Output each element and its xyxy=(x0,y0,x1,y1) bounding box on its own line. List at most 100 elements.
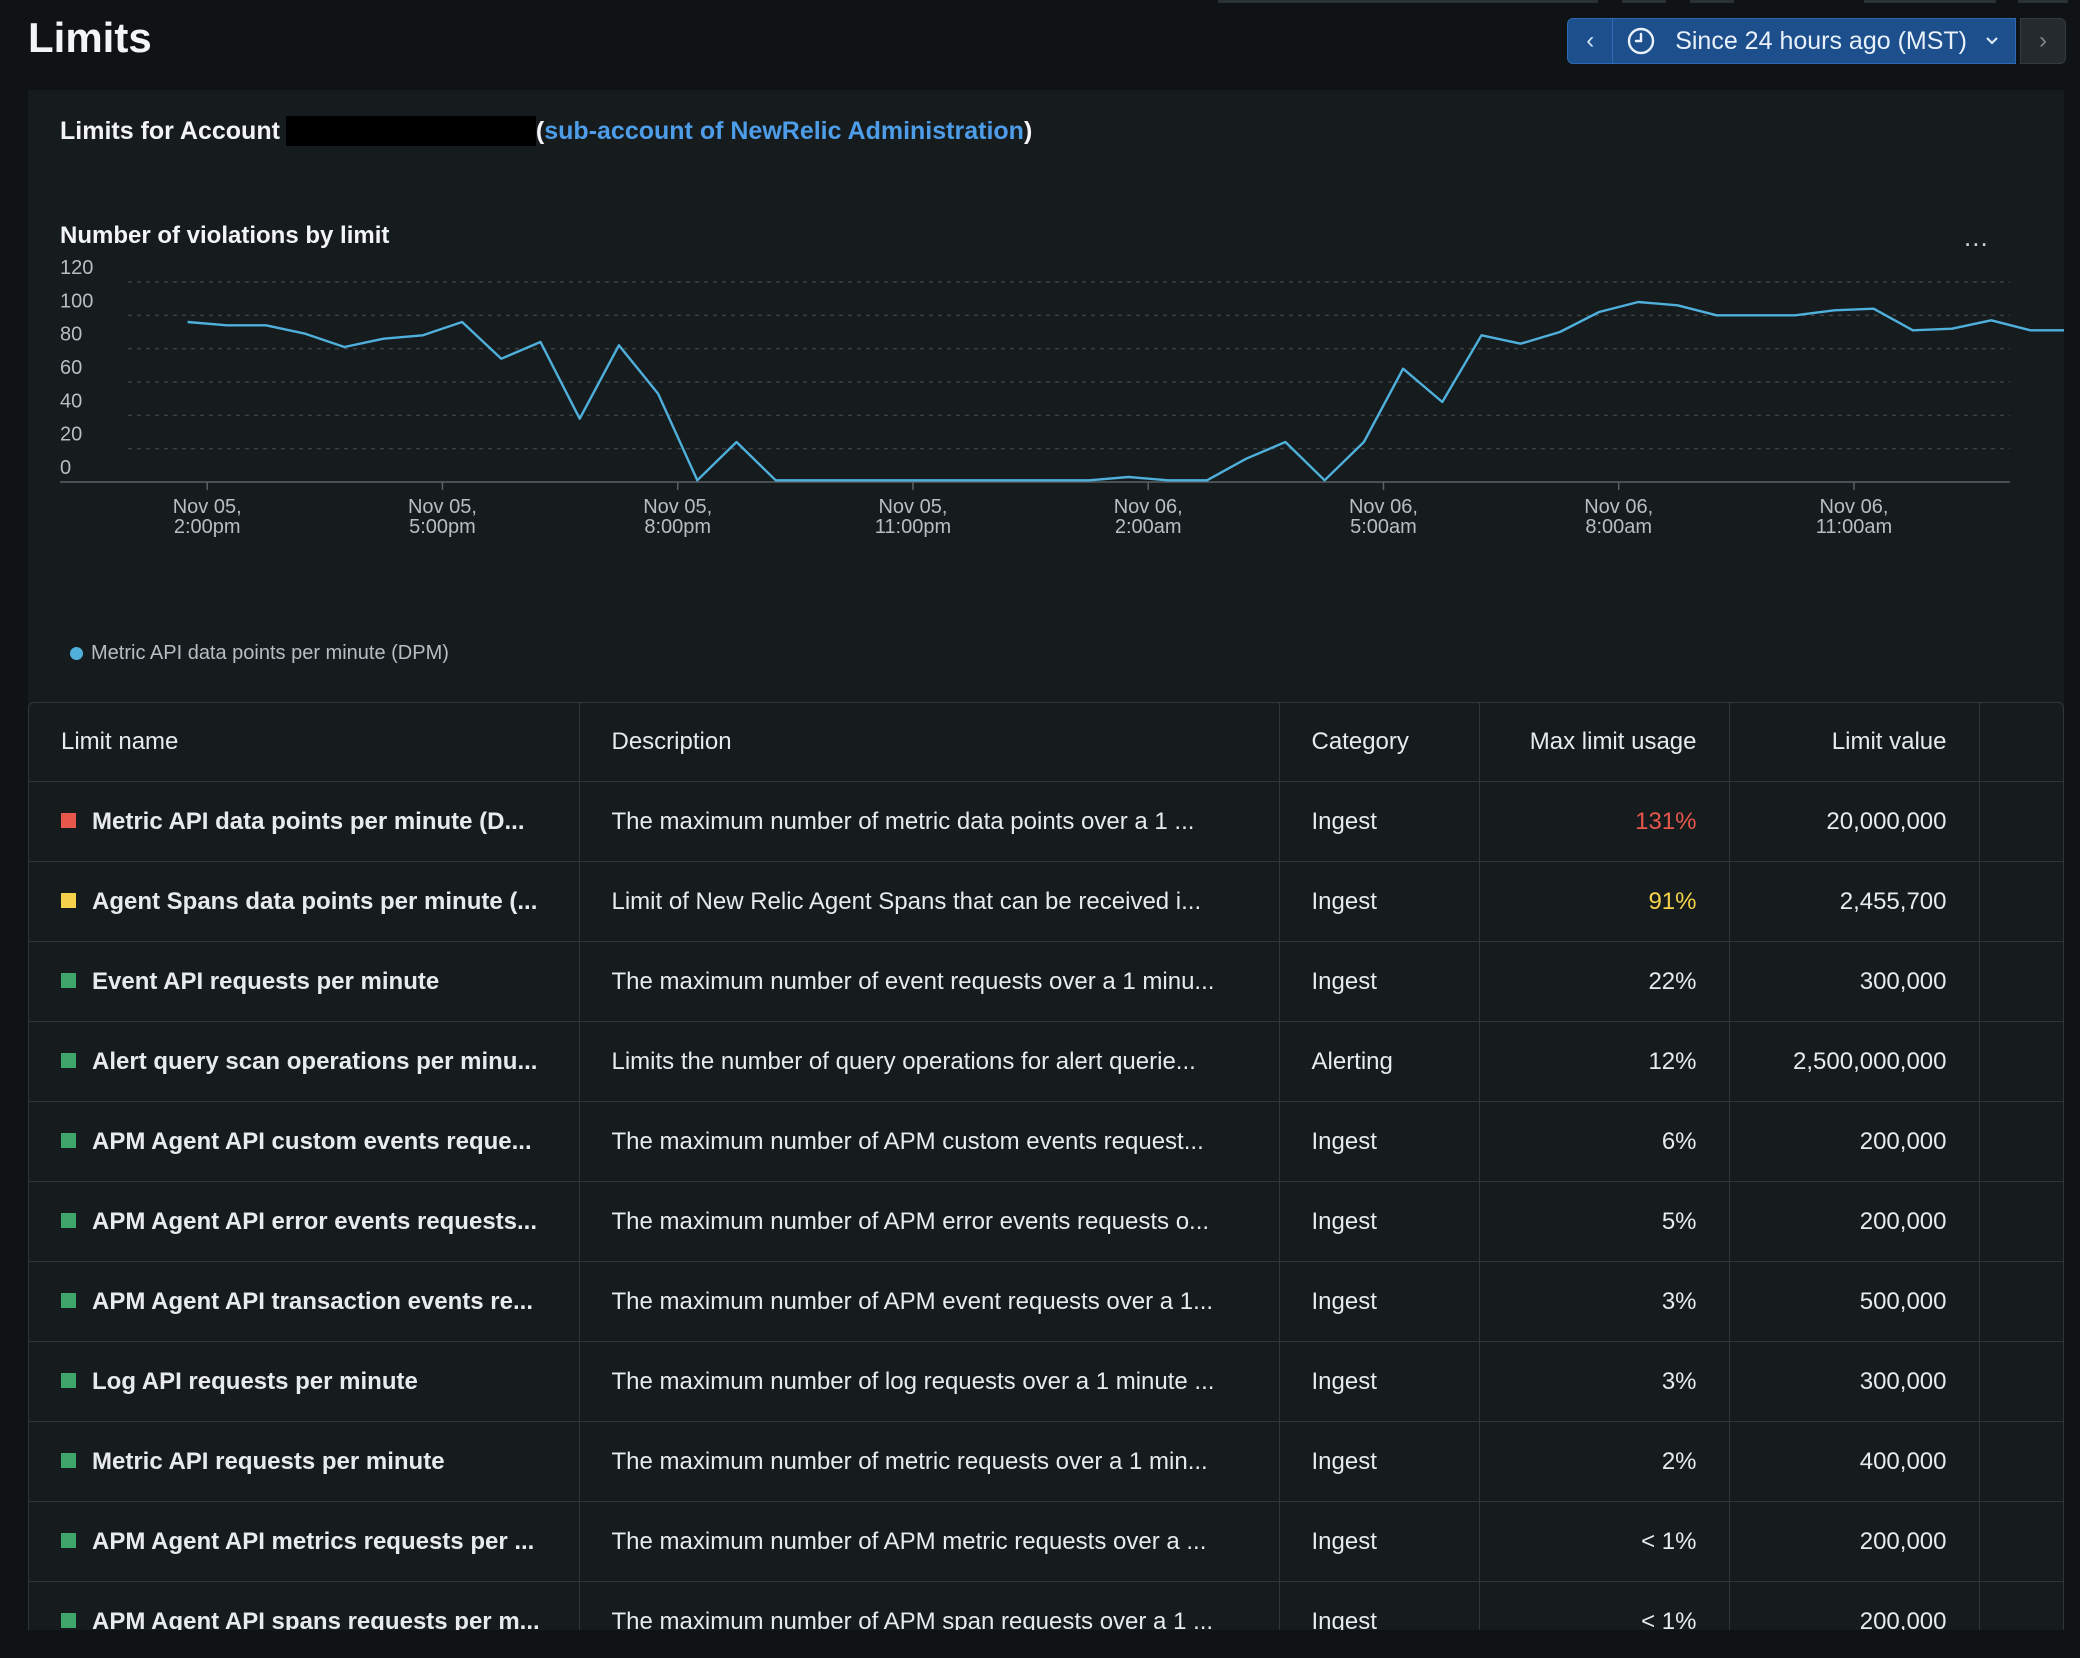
limit-name-cell[interactable]: APM Agent API metrics requests per ... xyxy=(29,1501,580,1582)
limit-name-label: Metric API data points per minute (D... xyxy=(92,807,525,835)
category-cell: Ingest xyxy=(1279,941,1480,1022)
usage-cell: 2% xyxy=(1479,1421,1730,1502)
y-tick-label: 40 xyxy=(60,390,82,412)
x-tick-label: Nov 06, xyxy=(1819,496,1888,518)
limit-name-cell[interactable]: Event API requests per minute xyxy=(29,941,580,1022)
top-nav-tab-indicator xyxy=(1218,0,1598,3)
limit-value-cell: 300,000 xyxy=(1729,941,1980,1022)
table-row[interactable]: APM Agent API transaction events re... Th… xyxy=(29,1261,2063,1342)
column-header-description[interactable]: Description xyxy=(579,703,1280,782)
account-heading: Limits for Account ( sub-account of NewR… xyxy=(60,116,1032,146)
x-tick-label: 8:00am xyxy=(1585,516,1652,538)
limit-value-cell: 200,000 xyxy=(1729,1501,1980,1582)
empty-cell xyxy=(1979,1021,2063,1102)
table-row[interactable]: Alert query scan operations per minu... L… xyxy=(29,1021,2063,1102)
limit-name-cell[interactable]: APM Agent API transaction events re... xyxy=(29,1261,580,1342)
column-header-category[interactable]: Category xyxy=(1279,703,1480,782)
chevron-left-icon: ‹ xyxy=(1586,27,1595,54)
y-tick-label: 120 xyxy=(60,260,93,279)
table-row[interactable]: Log API requests per minute The maximum n… xyxy=(29,1341,2063,1422)
chevron-down-icon xyxy=(1986,37,1998,45)
y-tick-label: 80 xyxy=(60,324,82,346)
time-prev-button[interactable]: ‹ xyxy=(1567,18,1614,64)
status-square-icon xyxy=(61,1132,76,1148)
account-close-paren: ) xyxy=(1023,116,1033,145)
chart-legend[interactable]: Metric API data points per minute (DPM) xyxy=(70,642,449,665)
description-cell: The maximum number of APM event requests… xyxy=(579,1261,1280,1342)
category-cell: Ingest xyxy=(1279,1181,1480,1262)
x-tick-label: 2:00am xyxy=(1115,516,1182,538)
column-header-limit-name[interactable]: Limit name xyxy=(29,703,580,782)
page-title: Limits xyxy=(28,14,152,61)
table-row[interactable]: Metric API data points per minute (D... T… xyxy=(29,781,2063,862)
description-cell: The maximum number of APM metric request… xyxy=(579,1501,1280,1582)
table-row[interactable]: APM Agent API spans requests per m... The… xyxy=(29,1581,2063,1630)
limit-value-cell: 400,000 xyxy=(1729,1421,1980,1502)
y-tick-label: 0 xyxy=(60,457,71,479)
column-header-max-limit-usage[interactable]: Max limit usage xyxy=(1479,703,1730,782)
time-next-button[interactable]: › xyxy=(2020,18,2066,64)
status-square-icon xyxy=(61,1372,76,1388)
status-square-icon xyxy=(61,1292,76,1308)
x-tick-label: Nov 06, xyxy=(1114,496,1183,518)
limit-value-cell: 200,000 xyxy=(1729,1101,1980,1182)
limit-name-cell[interactable]: APM Agent API error events requests... xyxy=(29,1181,580,1262)
description-cell: The maximum number of metric requests ov… xyxy=(579,1421,1280,1502)
description-cell: Limits the number of query operations fo… xyxy=(579,1021,1280,1102)
legend-color-dot xyxy=(70,647,83,660)
limit-name-cell[interactable]: Metric API requests per minute xyxy=(29,1421,580,1502)
redacted-account-name xyxy=(285,116,536,146)
y-tick-label: 60 xyxy=(60,357,82,379)
limit-name-label: Log API requests per minute xyxy=(92,1367,418,1395)
category-cell: Ingest xyxy=(1279,1261,1480,1342)
time-range-label: Since 24 hours ago (MST) xyxy=(1675,26,1967,55)
table-row[interactable]: Agent Spans data points per minute (... L… xyxy=(29,861,2063,942)
x-tick-label: 5:00pm xyxy=(409,516,476,538)
limit-value-cell: 200,000 xyxy=(1729,1181,1980,1262)
table-row[interactable]: APM Agent API custom events reque... The … xyxy=(29,1101,2063,1182)
empty-cell xyxy=(1979,1501,2063,1582)
limit-value-cell: 300,000 xyxy=(1729,1341,1980,1422)
limit-value-cell: 20,000,000 xyxy=(1729,781,1980,862)
table-row[interactable]: APM Agent API error events requests... Th… xyxy=(29,1181,2063,1262)
limit-name-cell[interactable]: Log API requests per minute xyxy=(29,1341,580,1422)
top-nav-tab-indicator xyxy=(1622,0,1666,3)
column-header-empty xyxy=(1979,703,2063,782)
chart-menu-button[interactable]: ... xyxy=(1964,222,1989,252)
x-tick-label: Nov 05, xyxy=(408,496,477,518)
table-row[interactable]: Event API requests per minute The maximum… xyxy=(29,941,2063,1022)
status-square-icon xyxy=(61,1612,76,1628)
usage-cell: 22% xyxy=(1479,941,1730,1022)
status-square-icon xyxy=(61,892,76,908)
category-cell: Ingest xyxy=(1279,1581,1480,1630)
status-square-icon xyxy=(61,1212,76,1228)
table-row[interactable]: Metric API requests per minute The maximu… xyxy=(29,1421,2063,1502)
top-nav-tab-indicator xyxy=(1690,0,1734,3)
usage-cell: 12% xyxy=(1479,1021,1730,1102)
column-header-limit-value[interactable]: Limit value xyxy=(1729,703,1980,782)
x-tick-label: Nov 06, xyxy=(1349,496,1418,518)
usage-cell: 91% xyxy=(1479,861,1730,942)
limit-name-label: Metric API requests per minute xyxy=(92,1447,445,1475)
chevron-right-icon: › xyxy=(2039,27,2047,54)
usage-cell: 6% xyxy=(1479,1101,1730,1182)
limit-name-cell[interactable]: Metric API data points per minute (D... xyxy=(29,781,580,862)
x-tick-label: 5:00am xyxy=(1350,516,1417,538)
limit-name-label: APM Agent API error events requests... xyxy=(92,1207,538,1235)
time-range-button[interactable]: Since 24 hours ago (MST) xyxy=(1613,18,2016,64)
limits-panel: Limits for Account ( sub-account of NewR… xyxy=(28,90,2064,1630)
x-tick-label: 11:00am xyxy=(1816,516,1892,538)
y-tick-label: 100 xyxy=(60,290,93,312)
parent-account-link[interactable]: sub-account of NewRelic Administration xyxy=(544,116,1024,145)
empty-cell xyxy=(1979,861,2063,942)
limit-name-cell[interactable]: APM Agent API spans requests per m... xyxy=(29,1581,580,1630)
table-row[interactable]: APM Agent API metrics requests per ... Th… xyxy=(29,1501,2063,1582)
limit-name-cell[interactable]: Agent Spans data points per minute (... xyxy=(29,861,580,942)
description-cell: Limit of New Relic Agent Spans that can … xyxy=(579,861,1280,942)
x-tick-label: 2:00pm xyxy=(174,516,241,538)
account-open-paren: ( xyxy=(535,116,545,145)
x-tick-label: 11:00pm xyxy=(875,516,951,538)
limit-name-cell[interactable]: Alert query scan operations per minu... xyxy=(29,1021,580,1102)
limit-name-label: APM Agent API metrics requests per ... xyxy=(92,1527,535,1555)
limit-name-cell[interactable]: APM Agent API custom events reque... xyxy=(29,1101,580,1182)
